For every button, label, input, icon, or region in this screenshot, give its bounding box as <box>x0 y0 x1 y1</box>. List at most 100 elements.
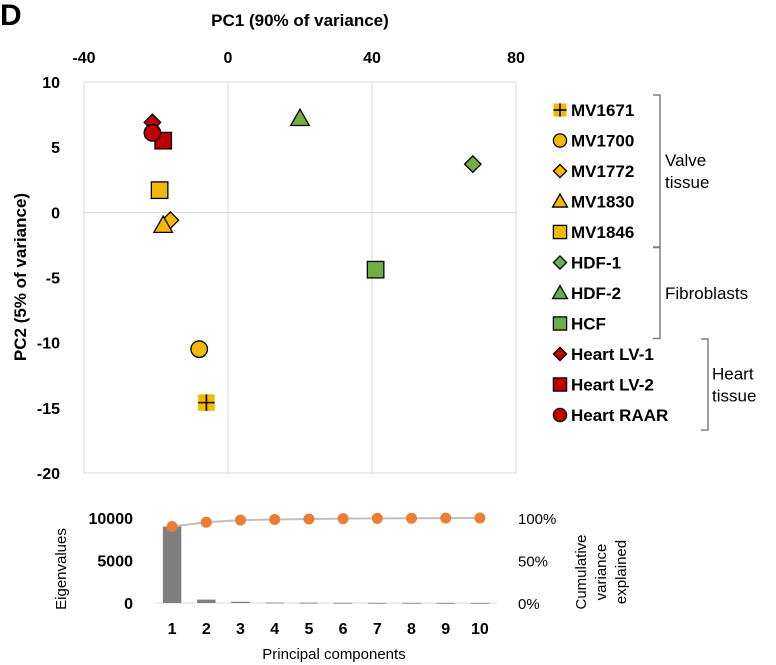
scree-right-tick-100: 100% <box>518 511 556 528</box>
legend-label-mv1846: MV1846 <box>571 223 634 242</box>
scree-bar-pc6 <box>333 602 353 604</box>
legend-label-mv1700: MV1700 <box>571 132 634 151</box>
scree-x-tick-8: 8 <box>407 621 416 638</box>
point-hdf-2 <box>289 107 311 127</box>
scree-cumulative-point-pc9 <box>440 512 452 524</box>
scree-left-tick-0: 0 <box>124 596 133 613</box>
scree-cumulative-line <box>166 512 486 532</box>
scree-right-axis-title-line-1: variance <box>593 544 610 601</box>
scree-left-ticks: 0 5000 10000 <box>89 511 134 613</box>
legend-bracket-2 <box>701 338 709 431</box>
scatter-y-tick-10: 10 <box>42 75 60 92</box>
point-mv1700 <box>190 340 209 359</box>
scree-cumulative-point-pc6 <box>337 513 349 525</box>
scree-bar-pc4 <box>265 602 284 604</box>
scree-bar-pc5 <box>299 602 319 604</box>
scree-right-ticks: 0% 50% 100% <box>518 511 556 613</box>
scatter-y-tick-5: 5 <box>51 140 60 157</box>
scatter-y-ticks: 10 5 0 -5 -10 -15 -20 <box>37 75 60 483</box>
legend-label-hcf: HCF <box>571 315 606 334</box>
scree-x-tick-1: 1 <box>168 621 177 638</box>
legend-marker-hcf <box>552 316 568 331</box>
point-mv1671 <box>198 394 215 411</box>
scree-bar-pc3 <box>231 601 250 603</box>
scree-right-tick-50: 50% <box>518 554 548 571</box>
legend-marker-heart-raar <box>552 407 568 423</box>
point-mv1846 <box>150 181 169 200</box>
scatter-y-tick-5: -5 <box>46 271 60 288</box>
scree-left-tick-10000: 10000 <box>89 511 134 528</box>
scree-cumulative-point-pc3 <box>235 514 246 526</box>
legend-marker-mv1700 <box>552 133 568 148</box>
scree-cumulative-point-pc7 <box>371 512 383 524</box>
scree-bar-pc7 <box>368 602 387 604</box>
legend-marker-mv1846 <box>552 224 568 240</box>
scatter-x-tick-0: 0 <box>224 50 233 67</box>
scree-cumulative-point-pc4 <box>269 513 281 525</box>
scree-x-axis-title: Principal components <box>262 646 405 663</box>
scree-cumulative-point-pc8 <box>406 512 417 524</box>
scatter-y-tick-20: -20 <box>37 466 60 483</box>
point-heart-raar <box>143 123 162 142</box>
scree-right-axis-title-line-2: explained <box>613 540 630 604</box>
legend-group-label-2-1: tissue <box>712 387 756 406</box>
scatter-y-axis-title: PC2 (5% of variance) <box>11 193 30 361</box>
scree-cumulative-point-pc1 <box>166 521 178 532</box>
scree-cumulative-point-pc5 <box>303 513 315 525</box>
scree-bar-pc8 <box>402 602 421 604</box>
legend-label-hdf-2: HDF-2 <box>571 284 621 303</box>
scree-x-tick-7: 7 <box>373 621 382 638</box>
scatter-y-tick-0: 0 <box>51 205 60 222</box>
scree-x-tick-2: 2 <box>202 621 211 638</box>
scree-right-axis-title-line-0: Cumulative <box>573 534 590 609</box>
legend-group-label-1-0: Fibroblasts <box>665 284 748 303</box>
legend-marker-heart-lv-2 <box>552 377 568 392</box>
scatter-points <box>143 107 482 411</box>
point-hdf-1 <box>463 154 482 174</box>
scatter-x-axis-title: PC1 (90% of variance) <box>211 11 389 30</box>
legend-label-mv1772: MV1772 <box>571 162 634 181</box>
scatter-x-ticks: -40 0 40 80 <box>72 50 525 67</box>
legend-marker-mv1830 <box>551 192 569 208</box>
legend-marker-heart-lv-1 <box>552 346 568 362</box>
scatter-y-tick-15: -15 <box>37 401 60 418</box>
legend-label-heart-raar: Heart RAAR <box>571 406 668 425</box>
legend-marker-mv1671 <box>553 103 567 117</box>
scree-bar-pc2 <box>197 599 216 603</box>
scree-cumulative-point-pc2 <box>200 516 212 528</box>
scatter-plot: -40 0 40 80 10 5 0 -5 -10 -15 -20 PC1 (90% of var… <box>11 11 525 483</box>
scree-left-axis-title: Eigenvalues <box>53 528 70 610</box>
legend-label-mv1830: MV1830 <box>571 193 634 212</box>
legend-bracket-0 <box>653 94 661 248</box>
scree-cumulative-point-pc10 <box>474 512 486 524</box>
scatter-x-tick-40: -40 <box>72 50 95 67</box>
legend-marker-hdf-2 <box>551 284 569 300</box>
scatter-x-tick-80: 80 <box>507 50 525 67</box>
legend-group-label-0-0: Valve <box>665 151 706 170</box>
scree-x-tick-4: 4 <box>270 621 279 638</box>
legend: MV1671 MV1700 MV1772 MV1830 MV1846 Valve tissu… <box>551 94 756 431</box>
legend-group-label-2-0: Heart <box>712 365 754 384</box>
scree-right-tick-0: 0% <box>518 596 540 613</box>
legend-label-hdf-1: HDF-1 <box>571 254 621 273</box>
scatter-y-tick-10: -10 <box>37 336 60 353</box>
scree-left-tick-5000: 5000 <box>97 554 133 571</box>
panel-letter: D <box>0 0 22 32</box>
legend-label-mv1671: MV1671 <box>571 101 634 120</box>
scree-plot: 0 5000 10000 0% 50% 100% 1 2 3 4 5 6 7 8 9 10 Eigenva… <box>53 511 630 663</box>
scree-bar-pc9 <box>436 602 455 604</box>
scree-x-tick-9: 9 <box>441 621 450 638</box>
scatter-x-tick-40: 40 <box>363 50 381 67</box>
legend-bracket-1 <box>653 246 661 340</box>
legend-marker-mv1772 <box>552 163 568 179</box>
scree-x-tick-5: 5 <box>304 621 313 638</box>
scree-bars <box>155 526 497 604</box>
legend-group-label-0-1: tissue <box>665 173 709 192</box>
point-mv1830 <box>152 214 174 233</box>
legend-label-heart-lv-2: Heart LV-2 <box>571 376 654 395</box>
scree-cumulative-path <box>171 517 480 528</box>
scree-right-axis-title: Cumulative variance explained <box>573 534 630 609</box>
scree-x-tick-6: 6 <box>339 621 348 638</box>
scree-x-ticks: 1 2 3 4 5 6 7 8 9 10 <box>168 621 489 638</box>
